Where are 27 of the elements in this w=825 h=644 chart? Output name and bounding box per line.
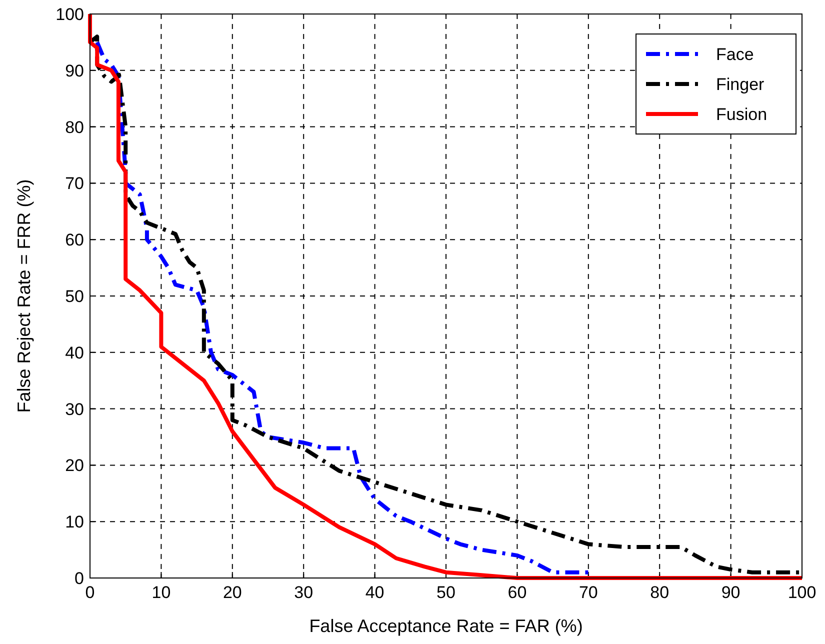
x-tick-label: 90: [721, 583, 740, 602]
legend-label: Finger: [716, 75, 765, 94]
y-tick-label: 40: [65, 343, 84, 362]
y-tick-label: 30: [65, 400, 84, 419]
y-tick-label: 50: [65, 287, 84, 306]
line-series: [95, 40, 590, 574]
y-axis-title: False Reject Rate = FRR (%): [14, 179, 34, 413]
x-tick-label: 100: [788, 583, 816, 602]
x-tick-label: 60: [508, 583, 527, 602]
x-tick-label: 10: [152, 583, 171, 602]
y-tick-label: 100: [56, 5, 84, 24]
y-tick-label: 60: [65, 230, 84, 250]
y-tick-label: 80: [65, 118, 84, 137]
x-tick-label: 50: [436, 583, 456, 602]
y-tick-label: 10: [65, 512, 84, 532]
x-tick-label: 40: [365, 583, 384, 602]
legend-label: Fusion: [716, 105, 768, 124]
x-tick-label: 30: [294, 583, 314, 602]
y-tick-label: 90: [65, 61, 84, 80]
x-axis-title: False Acceptance Rate = FAR (%): [309, 616, 583, 636]
y-tick-label: 70: [65, 174, 84, 194]
x-tick-label: 80: [650, 583, 670, 602]
x-tick-label: 70: [578, 583, 598, 602]
x-tick-label: 20: [222, 583, 242, 602]
y-tick-label: 0: [74, 569, 84, 588]
legend-label: Face: [716, 45, 754, 64]
y-tick-label: 20: [65, 456, 84, 476]
